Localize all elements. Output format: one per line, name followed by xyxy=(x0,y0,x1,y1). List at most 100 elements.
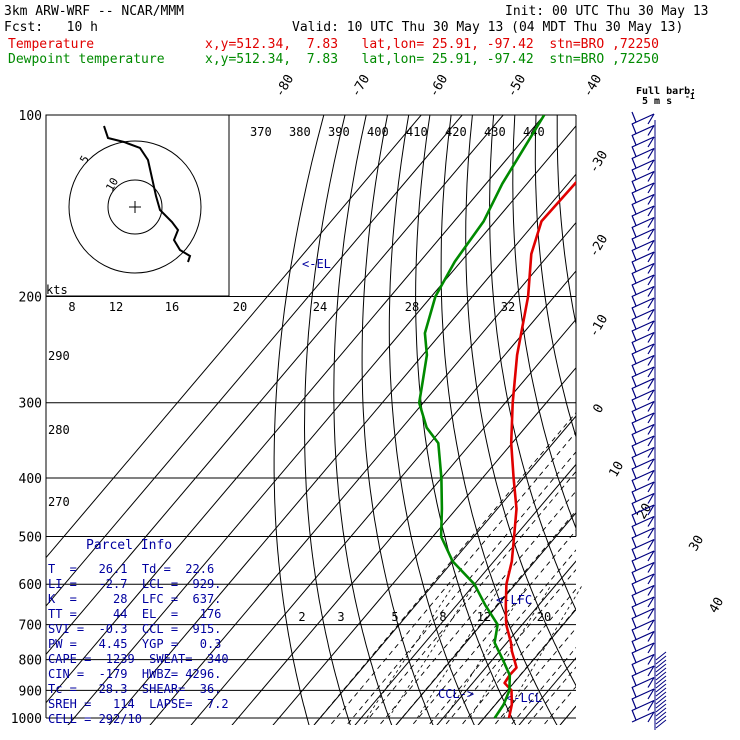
wind-barb xyxy=(631,274,655,286)
dry-adiabat xyxy=(642,115,740,731)
wind-barb xyxy=(631,652,637,663)
theta-e-label: 390 xyxy=(328,125,350,139)
theta-label: 270 xyxy=(48,495,70,509)
wind-barb xyxy=(647,711,655,723)
wind-barb xyxy=(631,617,637,629)
wind-barb xyxy=(655,719,667,729)
wind-barb xyxy=(631,688,655,700)
pressure-tick-label: 500 xyxy=(19,530,42,545)
wind-barb xyxy=(631,481,655,493)
wind-barb xyxy=(631,203,637,215)
wind-barb xyxy=(631,341,637,353)
wind-barb xyxy=(647,665,655,677)
wind-barb xyxy=(631,571,637,583)
wind-barb xyxy=(647,159,655,171)
wind-barb xyxy=(631,249,637,261)
wind-barb xyxy=(655,659,667,669)
pressure-tick-label: 600 xyxy=(19,578,42,593)
mixing-ratio-line xyxy=(366,583,455,719)
wind-barb xyxy=(631,157,637,169)
wind-barb xyxy=(631,376,637,387)
hodograph-ring xyxy=(107,179,163,235)
wind-barb xyxy=(631,170,655,183)
parcel-row: TT = 44 EL = 176 xyxy=(48,607,222,621)
wind-barb xyxy=(631,445,637,456)
wind-barb xyxy=(647,297,655,309)
wind-barb xyxy=(647,355,655,366)
wind-barb xyxy=(631,261,637,272)
wind-barb xyxy=(655,683,667,693)
dry-adiabat xyxy=(512,115,576,530)
isotherm-line xyxy=(395,512,576,725)
wind-barb xyxy=(631,387,637,399)
mixing-ratio-line xyxy=(388,583,475,719)
wind-barb xyxy=(631,491,637,502)
wind-barb xyxy=(655,695,667,705)
wind-barb xyxy=(647,481,655,493)
wind-barb xyxy=(647,366,655,378)
moist-adiabat xyxy=(346,451,576,725)
wind-barb xyxy=(631,469,655,482)
wind-barb xyxy=(631,504,655,516)
parcel-row: SREH = 114 LAPSE= 7.2 xyxy=(48,697,229,711)
wind-barb xyxy=(631,320,655,332)
wind-barb xyxy=(647,631,655,642)
wind-barb xyxy=(655,671,667,681)
wind-barb xyxy=(631,399,637,410)
hodograph-ring-label: 28 xyxy=(405,300,419,314)
isotherm-line xyxy=(46,115,463,607)
hodograph-circle-label: 10 xyxy=(103,176,121,194)
theta-e-label: 410 xyxy=(406,125,428,139)
isotherm-line xyxy=(436,560,576,725)
wind-barb xyxy=(631,699,655,712)
dry-adiabat xyxy=(600,115,740,731)
wind-barb xyxy=(647,182,655,194)
wind-barb xyxy=(631,492,655,505)
wind-barb xyxy=(631,136,655,148)
wind-barb xyxy=(631,226,637,238)
moist-adiabat xyxy=(461,588,576,725)
wind-barb xyxy=(655,679,667,689)
wind-barb xyxy=(631,607,655,620)
dry-adiabat xyxy=(727,115,740,731)
wind-barb xyxy=(647,550,655,562)
wind-barb xyxy=(631,192,637,203)
moist-adiabat xyxy=(362,470,576,725)
dry-adiabat xyxy=(489,115,576,611)
wind-barb xyxy=(631,111,637,123)
mixing-ratio-label: 2 xyxy=(298,610,305,624)
moist-adiabat xyxy=(329,431,576,725)
wind-barb xyxy=(655,655,667,665)
forecast-hour: Fcst: 10 h xyxy=(4,20,98,35)
wind-barb xyxy=(647,677,655,688)
pressure-tick-label: 1000 xyxy=(11,712,42,727)
dry-adiabat xyxy=(415,115,517,725)
wind-barb xyxy=(655,703,667,713)
wind-barb xyxy=(631,514,637,525)
theta-e-label: 430 xyxy=(484,125,506,139)
moist-adiabat xyxy=(526,666,576,725)
isotherm-label: 40 xyxy=(706,595,727,616)
dry-adiabat xyxy=(303,115,351,725)
wind-barb xyxy=(655,675,667,685)
parcel-row: T = 26.1 Td = 22.6 xyxy=(48,562,215,576)
wind-barb xyxy=(631,640,637,652)
wind-barb xyxy=(631,538,655,551)
wind-barb xyxy=(631,709,637,721)
wind-barb xyxy=(647,148,655,159)
wind-barb xyxy=(647,654,655,665)
wind-barb xyxy=(647,343,655,355)
wind-barb xyxy=(631,642,655,654)
wind-barb xyxy=(647,493,655,504)
wind-barb xyxy=(631,389,655,401)
parcel-row: CELL = 292/10 xyxy=(48,712,142,726)
parcel-info-title: Parcel Info xyxy=(86,538,173,553)
wind-barb xyxy=(631,550,655,562)
hodograph-frame xyxy=(45,114,230,297)
wind-barb xyxy=(631,318,637,330)
moist-adiabat xyxy=(477,608,576,725)
isotherm-line xyxy=(46,115,422,559)
moist-adiabat xyxy=(543,685,576,725)
wind-barb xyxy=(655,667,667,677)
isotherm-line xyxy=(272,366,576,725)
